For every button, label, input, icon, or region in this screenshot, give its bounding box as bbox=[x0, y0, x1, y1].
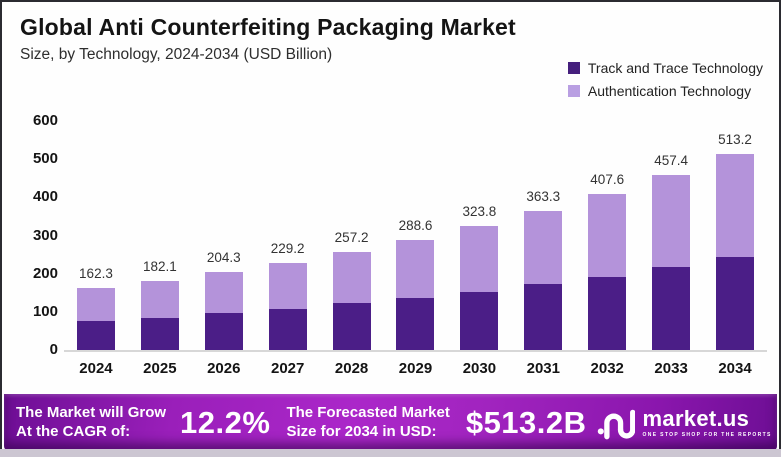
segment-track-and-trace-2030 bbox=[460, 291, 499, 350]
legend-label: Authentication Technology bbox=[587, 83, 752, 99]
legend: Track and Trace Technology Authenticatio… bbox=[567, 60, 763, 99]
cagr-label: The Market will Grow At the CAGR of: bbox=[16, 404, 166, 442]
market-us-logo-icon bbox=[597, 409, 635, 439]
bar-total-label-2030: 323.8 bbox=[462, 204, 497, 220]
stacked-bar-chart: 600 500 400 300 200 100 0 162.3 182.1 204.3 229.2… bbox=[16, 112, 771, 382]
forecast-label-line2: Size for 2034 in USD: bbox=[286, 422, 437, 440]
y-tick-400: 400 bbox=[32, 188, 58, 206]
legend-item-track-and-trace: Track and Trace Technology bbox=[567, 60, 763, 76]
bar-total-label-2033: 457.4 bbox=[654, 153, 688, 169]
x-label-2029: 2029 bbox=[398, 360, 433, 377]
cagr-value: 12.2% bbox=[180, 404, 271, 440]
segment-track-and-trace-2027 bbox=[268, 308, 307, 350]
brand-text: market.us ONE STOP SHOP FOR THE REPORTS bbox=[642, 405, 772, 438]
segment-authentication-2031 bbox=[524, 211, 563, 285]
cagr-label-line2: At the CAGR of: bbox=[16, 422, 131, 440]
segment-authentication-2032 bbox=[588, 194, 627, 277]
segment-authentication-2024 bbox=[76, 288, 115, 321]
legend-label: Track and Trace Technology bbox=[587, 60, 763, 76]
bar-group-2024: 162.3 bbox=[64, 266, 128, 350]
segment-authentication-2029 bbox=[396, 239, 435, 298]
y-tick-200: 200 bbox=[32, 264, 58, 282]
segment-authentication-2027 bbox=[268, 262, 307, 309]
x-axis-line bbox=[64, 350, 767, 352]
x-label-2025: 2025 bbox=[143, 360, 177, 377]
y-tick-500: 500 bbox=[32, 150, 58, 168]
segment-track-and-trace-2026 bbox=[204, 313, 243, 350]
segment-track-and-trace-2031 bbox=[524, 284, 563, 350]
brand-tagline: ONE STOP SHOP FOR THE REPORTS bbox=[642, 431, 772, 438]
bar-total-label-2032: 407.6 bbox=[590, 172, 625, 188]
segment-authentication-2025 bbox=[140, 280, 179, 318]
bar-group-2025: 182.1 bbox=[128, 259, 192, 350]
y-tick-600: 600 bbox=[32, 112, 58, 129]
segment-authentication-2028 bbox=[332, 251, 371, 304]
bar-group-2028: 257.2 bbox=[320, 230, 384, 350]
bottom-strip bbox=[0, 449, 781, 457]
legend-swatch-light bbox=[567, 85, 580, 97]
x-label-2027: 2027 bbox=[270, 360, 305, 377]
segment-track-and-trace-2024 bbox=[76, 321, 115, 350]
x-label-2031: 2031 bbox=[526, 360, 560, 377]
bar-total-label-2026: 204.3 bbox=[206, 250, 241, 266]
page-title: Global Anti Counterfeiting Packaging Mar… bbox=[20, 14, 516, 40]
bar-total-label-2025: 182.1 bbox=[142, 258, 177, 274]
segment-authentication-2026 bbox=[204, 272, 243, 314]
x-label-2032: 2032 bbox=[590, 360, 624, 377]
bar-total-label-2027: 229.2 bbox=[270, 240, 305, 256]
x-label-2030: 2030 bbox=[462, 360, 497, 377]
page-subtitle: Size, by Technology, 2024-2034 (USD Bill… bbox=[20, 46, 333, 63]
x-label-2033: 2033 bbox=[654, 360, 688, 377]
bar-total-label-2028: 257.2 bbox=[334, 229, 369, 245]
segment-track-and-trace-2028 bbox=[332, 303, 371, 350]
legend-swatch-dark bbox=[567, 62, 580, 74]
forecast-label-line1: The Forecasted Market bbox=[286, 403, 450, 421]
bar-total-label-2029: 288.6 bbox=[398, 217, 433, 233]
x-label-2028: 2028 bbox=[334, 360, 369, 377]
bar-total-label-2034: 513.2 bbox=[718, 132, 752, 148]
segment-track-and-trace-2032 bbox=[588, 276, 627, 350]
cagr-label-line1: The Market will Grow bbox=[16, 403, 167, 421]
bar-group-2027: 229.2 bbox=[256, 241, 320, 350]
segment-track-and-trace-2034 bbox=[716, 256, 755, 350]
segment-authentication-2034 bbox=[716, 154, 755, 257]
bar-total-label-2031: 363.3 bbox=[526, 189, 561, 205]
bar-total-label-2024: 162.3 bbox=[79, 266, 113, 282]
segment-authentication-2033 bbox=[652, 175, 691, 267]
legend-item-authentication: Authentication Technology bbox=[567, 83, 763, 99]
y-tick-300: 300 bbox=[32, 226, 58, 244]
bar-group-2032: 407.6 bbox=[575, 172, 639, 350]
bars-area: 162.3 182.1 204.3 229.2 257.2 288.6 323.8 363.3… bbox=[64, 114, 767, 350]
forecast-label: The Forecasted Market Size for 2034 in U… bbox=[286, 404, 449, 442]
brand-logo: market.us ONE STOP SHOP FOR THE REPORTS bbox=[597, 406, 772, 440]
bar-group-2034: 513.2 bbox=[703, 132, 767, 350]
bar-group-2030: 323.8 bbox=[447, 204, 511, 350]
x-label-2034: 2034 bbox=[718, 360, 752, 377]
segment-track-and-trace-2029 bbox=[396, 297, 435, 350]
brand-name: market.us bbox=[642, 405, 750, 431]
segment-track-and-trace-2033 bbox=[652, 266, 691, 350]
x-label-2024: 2024 bbox=[79, 360, 113, 377]
bar-group-2026: 204.3 bbox=[192, 250, 256, 350]
segment-track-and-trace-2025 bbox=[140, 317, 179, 350]
x-axis-labels: 2024 2025 2026 2027 2028 2029 2030 2031 2032 2033… bbox=[64, 360, 767, 377]
bottom-banner: The Market will Grow At the CAGR of: 12.… bbox=[4, 394, 777, 451]
x-label-2026: 2026 bbox=[207, 360, 241, 377]
bar-group-2029: 288.6 bbox=[384, 218, 448, 350]
bar-group-2031: 363.3 bbox=[511, 189, 575, 350]
y-tick-0: 0 bbox=[49, 341, 58, 358]
y-tick-100: 100 bbox=[32, 302, 58, 320]
bar-group-2033: 457.4 bbox=[639, 153, 703, 350]
forecast-value: $513.2B bbox=[465, 404, 587, 440]
segment-authentication-2030 bbox=[460, 226, 499, 292]
